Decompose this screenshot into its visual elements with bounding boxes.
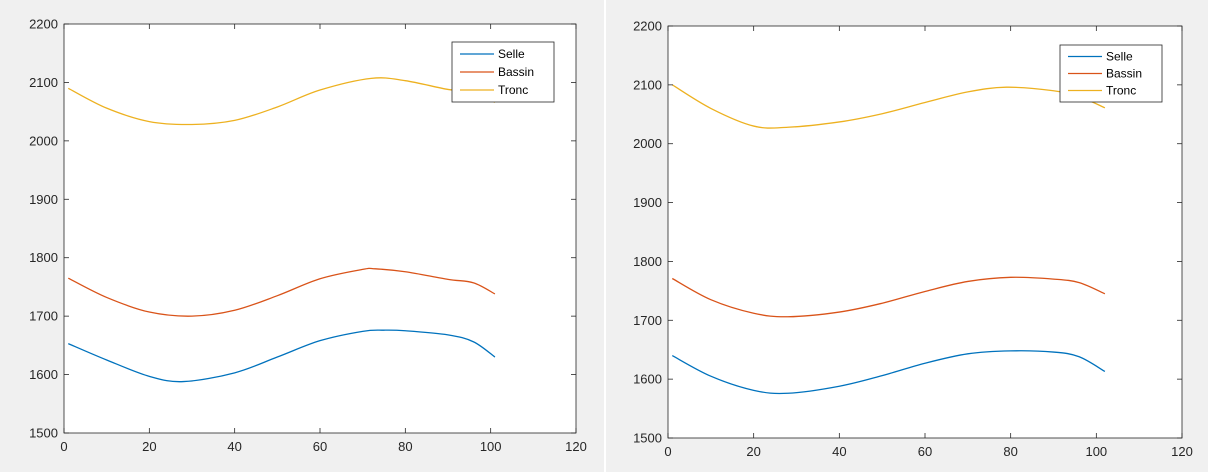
legend-label-bassin: Bassin — [1106, 67, 1142, 81]
y-tick-label: 1900 — [29, 192, 58, 207]
y-tick-label: 1700 — [633, 313, 662, 328]
y-tick-label: 1600 — [29, 367, 58, 382]
figure-panel-left: 0 20 40 60 80 100 120 1500 1600 1700 1800 1900 2000 2… — [0, 0, 604, 472]
x-tick-label: 20 — [746, 444, 760, 459]
x-tick-label: 120 — [1171, 444, 1193, 459]
y-tick-label: 1800 — [633, 254, 662, 269]
x-tick-label: 120 — [565, 439, 587, 454]
legend-label-selle: Selle — [1106, 50, 1133, 64]
series-line-selle — [671, 350, 1106, 395]
x-tick-label: 60 — [918, 444, 932, 459]
x-tick-label: 40 — [227, 439, 241, 454]
x-tick-label: 0 — [664, 444, 671, 459]
series-line-tronc — [671, 84, 1106, 129]
y-tick-label: 1900 — [633, 195, 662, 210]
y-tick-label: 2100 — [633, 77, 662, 92]
legend-label-tronc: Tronc — [1106, 84, 1136, 98]
x-tick-label: 100 — [480, 439, 502, 454]
series-line-tronc — [67, 77, 496, 126]
y-tick-label: 1500 — [29, 426, 58, 441]
y-tick-label: 2000 — [29, 133, 58, 148]
x-tick-label: 40 — [832, 444, 846, 459]
y-tick-label: 2200 — [29, 17, 58, 32]
y-tick-label: 1600 — [633, 372, 662, 387]
line-chart-left: 0 20 40 60 80 100 120 1500 1600 1700 1800 1900 2000 2… — [29, 17, 587, 455]
x-tick-label: 20 — [142, 439, 156, 454]
legend-label-selle: Selle — [498, 47, 525, 61]
series-line-bassin — [671, 276, 1106, 318]
line-chart-right: 0 20 40 60 80 100 120 1500 1600 1700 1800 1900 2000 2… — [633, 19, 1193, 460]
x-tick-label: 80 — [1003, 444, 1017, 459]
x-tick-label: 100 — [1085, 444, 1107, 459]
legend: Selle Bassin Tronc — [1059, 44, 1163, 103]
series-line-selle — [68, 329, 496, 383]
y-tick-label: 1700 — [29, 309, 58, 324]
y-tick-label: 2000 — [633, 136, 662, 151]
legend-label-bassin: Bassin — [498, 65, 534, 79]
legend-label-tronc: Tronc — [498, 83, 528, 97]
legend: Selle Bassin Tronc — [451, 41, 555, 103]
figure-panel-right: 0 20 40 60 80 100 120 1500 1600 1700 1800 1900 2000 2… — [606, 0, 1208, 472]
y-tick-label: 1500 — [633, 431, 662, 446]
y-tick-label: 2200 — [633, 19, 662, 34]
series-line-bassin — [67, 267, 496, 317]
x-tick-label: 80 — [398, 439, 412, 454]
x-tick-label: 0 — [60, 439, 67, 454]
y-tick-label: 2100 — [29, 75, 58, 90]
y-tick-label: 1800 — [29, 250, 58, 265]
x-tick-label: 60 — [313, 439, 327, 454]
